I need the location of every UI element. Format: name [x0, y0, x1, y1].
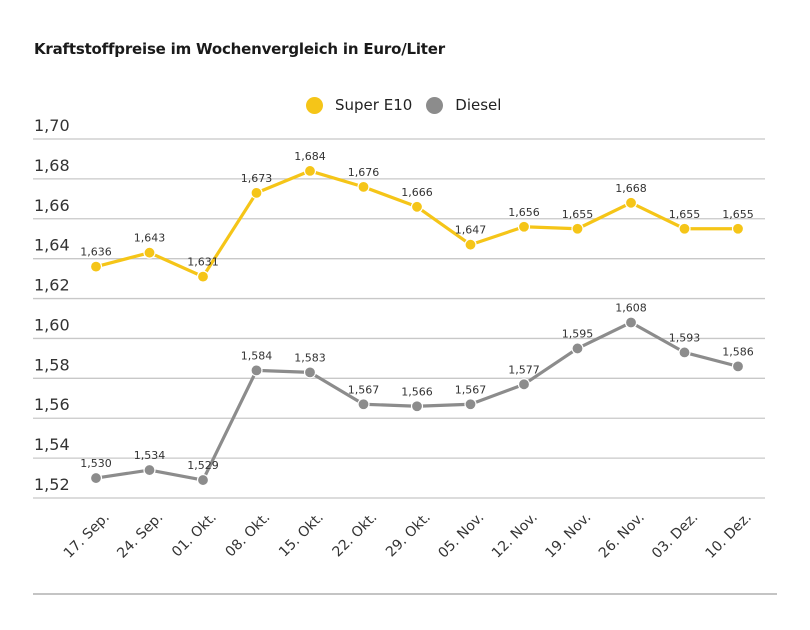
- data-label-diesel: 1,586: [722, 345, 754, 358]
- data-label-super-e10: 1,643: [134, 232, 166, 245]
- data-label-super-e10: 1,666: [401, 186, 433, 199]
- data-point-diesel: [89, 471, 103, 485]
- data-label-super-e10: 1,684: [294, 150, 326, 163]
- data-label-super-e10: 1,676: [348, 166, 380, 179]
- x-tick-label: 19. Nov.: [542, 510, 594, 562]
- data-label-super-e10: 1,655: [722, 208, 754, 221]
- y-tick-label: 1,52: [34, 475, 70, 494]
- data-point-super-e10: [89, 260, 103, 273]
- data-point-super-e10: [464, 238, 477, 251]
- legend-label-super-e10: Super E10: [335, 96, 413, 114]
- data-point-super-e10: [196, 270, 210, 283]
- x-tick-label: 01. Okt.: [169, 510, 220, 561]
- legend: Super E10 Diesel: [306, 96, 515, 114]
- data-point-diesel: [464, 398, 477, 411]
- data-label-diesel: 1,608: [615, 301, 647, 314]
- data-point-super-e10: [571, 222, 584, 235]
- legend-item-diesel: Diesel: [426, 96, 501, 114]
- data-point-diesel: [196, 473, 210, 487]
- data-label-diesel: 1,595: [562, 327, 594, 340]
- data-label-diesel: 1,577: [508, 363, 540, 376]
- data-point-super-e10: [357, 180, 370, 193]
- data-point-diesel: [410, 400, 424, 413]
- data-point-super-e10: [250, 186, 263, 199]
- data-label-diesel: 1,567: [348, 383, 380, 396]
- legend-swatch-diesel: [426, 96, 444, 114]
- data-point-super-e10: [303, 164, 317, 178]
- data-label-super-e10: 1,636: [80, 246, 112, 259]
- x-tick-label: 12. Nov.: [489, 510, 541, 562]
- y-tick-label: 1,62: [34, 276, 70, 295]
- data-point-super-e10: [678, 222, 691, 235]
- data-point-diesel: [731, 360, 745, 373]
- legend-item-super-e10: Super E10: [306, 96, 412, 114]
- x-tick-label: 22. Okt.: [330, 510, 381, 561]
- legend-swatch-super-e10: [306, 96, 323, 114]
- data-label-super-e10: 1,655: [669, 208, 701, 221]
- x-tick-label: 08. Okt.: [223, 510, 274, 561]
- data-label-diesel: 1,534: [134, 449, 166, 462]
- x-tick-label: 15. Okt.: [276, 510, 327, 561]
- data-point-super-e10: [143, 246, 156, 259]
- data-label-diesel: 1,583: [294, 351, 326, 364]
- data-label-super-e10: 1,673: [241, 172, 273, 185]
- data-label-diesel: 1,530: [80, 457, 112, 470]
- x-tick-label: 24. Sep.: [114, 510, 166, 562]
- x-tick-label: 03. Dez.: [649, 510, 701, 562]
- x-tick-label: 17. Sep.: [61, 510, 113, 562]
- x-tick-label: 10. Dez.: [703, 510, 755, 562]
- data-label-super-e10: 1,656: [508, 206, 540, 219]
- y-tick-label: 1,56: [34, 395, 70, 414]
- data-label-super-e10: 1,631: [187, 256, 219, 269]
- data-point-diesel: [678, 346, 691, 359]
- data-point-super-e10: [731, 222, 745, 235]
- data-point-super-e10: [624, 196, 638, 209]
- chart-title: Kraftstoffpreise im Wochenvergleich in E…: [34, 40, 445, 58]
- y-tick-label: 1,60: [34, 315, 70, 334]
- data-point-super-e10: [410, 200, 424, 213]
- data-label-super-e10: 1,655: [562, 208, 594, 221]
- y-tick-label: 1,70: [34, 116, 70, 135]
- x-tick-label: 29. Okt.: [383, 510, 434, 561]
- data-label-diesel: 1,529: [187, 459, 219, 472]
- data-point-diesel: [357, 398, 370, 411]
- data-point-diesel: [571, 342, 584, 355]
- data-label-diesel: 1,567: [455, 383, 487, 396]
- x-tick-label: 05. Nov.: [435, 510, 487, 562]
- data-label-diesel: 1,566: [401, 385, 433, 398]
- data-point-diesel: [517, 378, 531, 391]
- data-label-super-e10: 1,647: [455, 224, 487, 237]
- x-tick-label: 26. Nov.: [596, 510, 648, 562]
- data-point-diesel: [303, 366, 317, 379]
- data-point-diesel: [624, 316, 638, 329]
- data-point-diesel: [250, 364, 263, 377]
- data-point-super-e10: [517, 220, 531, 233]
- y-tick-label: 1,66: [34, 196, 70, 215]
- data-label-diesel: 1,593: [669, 331, 701, 344]
- data-point-diesel: [143, 463, 156, 477]
- legend-label-diesel: Diesel: [455, 96, 502, 114]
- y-tick-label: 1,54: [34, 435, 70, 454]
- y-tick-label: 1,68: [34, 156, 70, 175]
- data-label-diesel: 1,584: [241, 349, 273, 362]
- data-label-super-e10: 1,668: [615, 182, 647, 195]
- y-tick-label: 1,64: [34, 236, 70, 255]
- y-tick-label: 1,58: [34, 355, 70, 374]
